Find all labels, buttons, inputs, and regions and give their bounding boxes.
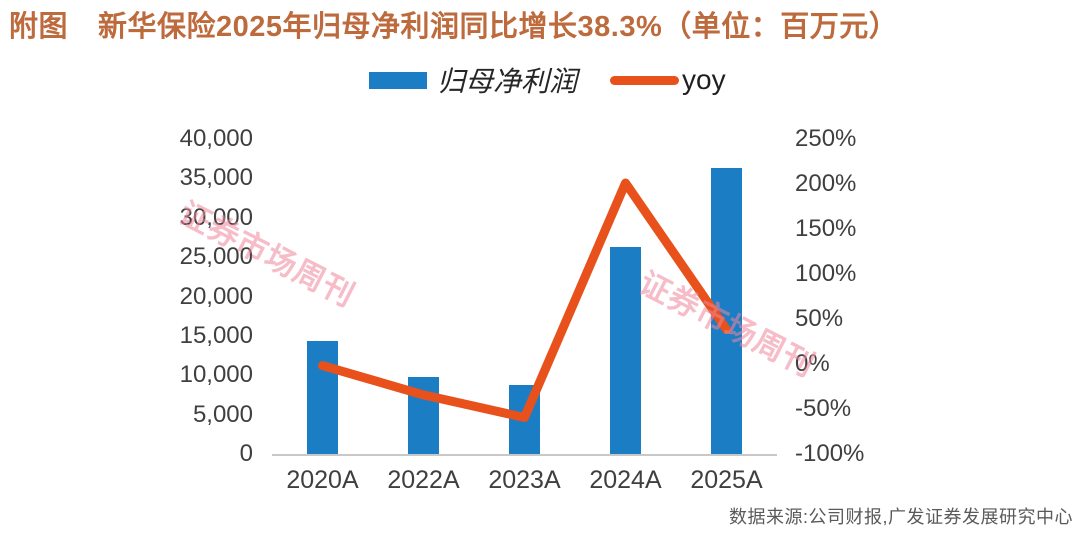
- y-axis-right-tick: 50%: [795, 305, 844, 332]
- bar-swatch-icon: [369, 71, 427, 89]
- y-axis-left-tick: 35,000: [179, 164, 253, 192]
- y-axis-left-tick: 40,000: [179, 125, 253, 152]
- legend-bar-label: 归母净利润: [437, 65, 578, 98]
- figure-label: 附图: [9, 11, 69, 43]
- y-axis-right-tick: 0%: [795, 350, 830, 377]
- x-axis-label-2025A: 2025A: [690, 466, 763, 494]
- source-note: 数据来源:公司财报,广发证券发展研究中心: [728, 507, 1073, 527]
- y-axis-right-tick: 200%: [795, 170, 857, 197]
- y-axis-left-tick: 0: [239, 440, 253, 467]
- x-axis-label-2020A: 2020A: [286, 466, 359, 494]
- legend: 归母净利润 yoy: [369, 62, 726, 98]
- figure-title: 附图 新华保险2025年归母净利润同比增长38.3%（单位：百万元）: [9, 10, 898, 44]
- legend-line-label: yoy: [682, 64, 726, 95]
- y-axis-right-tick: 100%: [795, 260, 857, 287]
- x-axis-label-2023A: 2023A: [488, 466, 561, 494]
- y-axis-left-tick: 30,000: [179, 203, 253, 231]
- x-axis-label-2024A: 2024A: [589, 466, 662, 494]
- figure-title-text: 新华保险2025年归母净利润同比增长38.3%（单位：百万元）: [98, 11, 899, 43]
- x-axis-label-2022A: 2022A: [387, 466, 460, 494]
- yoy-line: [318, 178, 731, 422]
- y-axis-left-tick: 5,000: [192, 400, 253, 428]
- y-axis-left-tick: 25,000: [179, 243, 253, 271]
- y-axis-left-tick: 10,000: [179, 361, 253, 389]
- legend-item-net-profit: 归母净利润: [369, 60, 577, 100]
- y-axis-right-tick: -100%: [795, 440, 865, 467]
- plot-area: [272, 139, 777, 456]
- y-axis-right-tick: -50%: [795, 395, 852, 422]
- line-swatch-icon: [610, 75, 680, 85]
- legend-item-yoy: yoy: [577, 64, 726, 96]
- y-axis-left-tick: 20,000: [179, 282, 253, 310]
- bar-2024A: [610, 247, 641, 454]
- y-axis-right-tick: 250%: [795, 125, 857, 152]
- y-axis-left-tick: 15,000: [179, 321, 253, 349]
- bar-2020A: [307, 341, 338, 454]
- y-axis-right-tick: 150%: [795, 215, 857, 242]
